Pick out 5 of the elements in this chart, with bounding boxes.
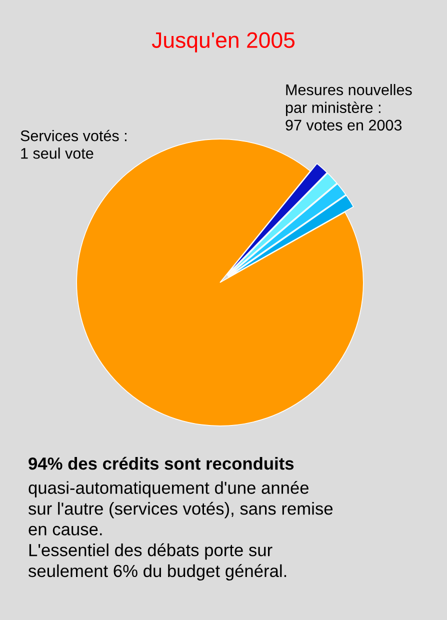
chart-title: Jusqu'en 2005 xyxy=(152,32,295,52)
text: 94% des crédits sont reconduits xyxy=(28,456,294,470)
text: Mesures nouvelles par ministère : 97 votes en 2003 xyxy=(286,84,412,131)
text: Services votés : 1 seul vote xyxy=(20,130,126,159)
text: quasi-automatiquement d'une année sur l'autre (services votés), sans remise en cause. L'essentiel des débats porte sur seulement 6% du budget général. xyxy=(28,481,333,581)
